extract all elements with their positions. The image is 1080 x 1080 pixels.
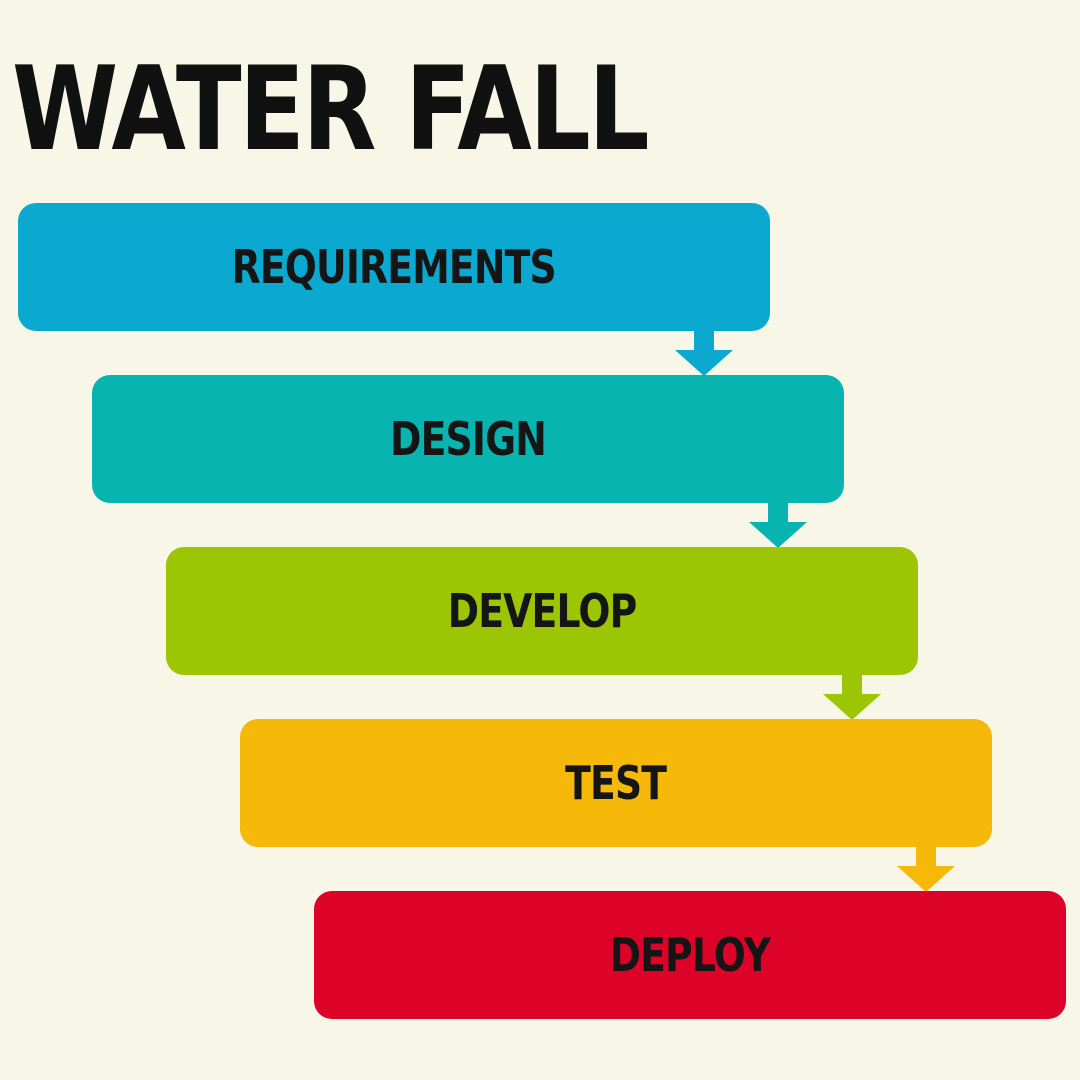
step-label-design: DESIGN bbox=[390, 412, 547, 466]
page-title: WATER FALL bbox=[12, 42, 650, 177]
step-label-deploy: DEPLOY bbox=[609, 928, 771, 982]
down-arrow-icon bbox=[897, 846, 955, 892]
step-design: DESIGN bbox=[92, 375, 844, 503]
step-label-test: TEST bbox=[565, 756, 667, 810]
step-deploy: DEPLOY bbox=[314, 891, 1066, 1019]
down-arrow-icon bbox=[749, 502, 807, 548]
down-arrow-icon bbox=[823, 674, 881, 720]
down-arrow-icon bbox=[675, 330, 733, 376]
step-label-requirements: REQUIREMENTS bbox=[231, 240, 557, 294]
step-requirements: REQUIREMENTS bbox=[18, 203, 770, 331]
step-test: TEST bbox=[240, 719, 992, 847]
step-develop: DEVELOP bbox=[166, 547, 918, 675]
step-label-develop: DEVELOP bbox=[447, 584, 638, 638]
